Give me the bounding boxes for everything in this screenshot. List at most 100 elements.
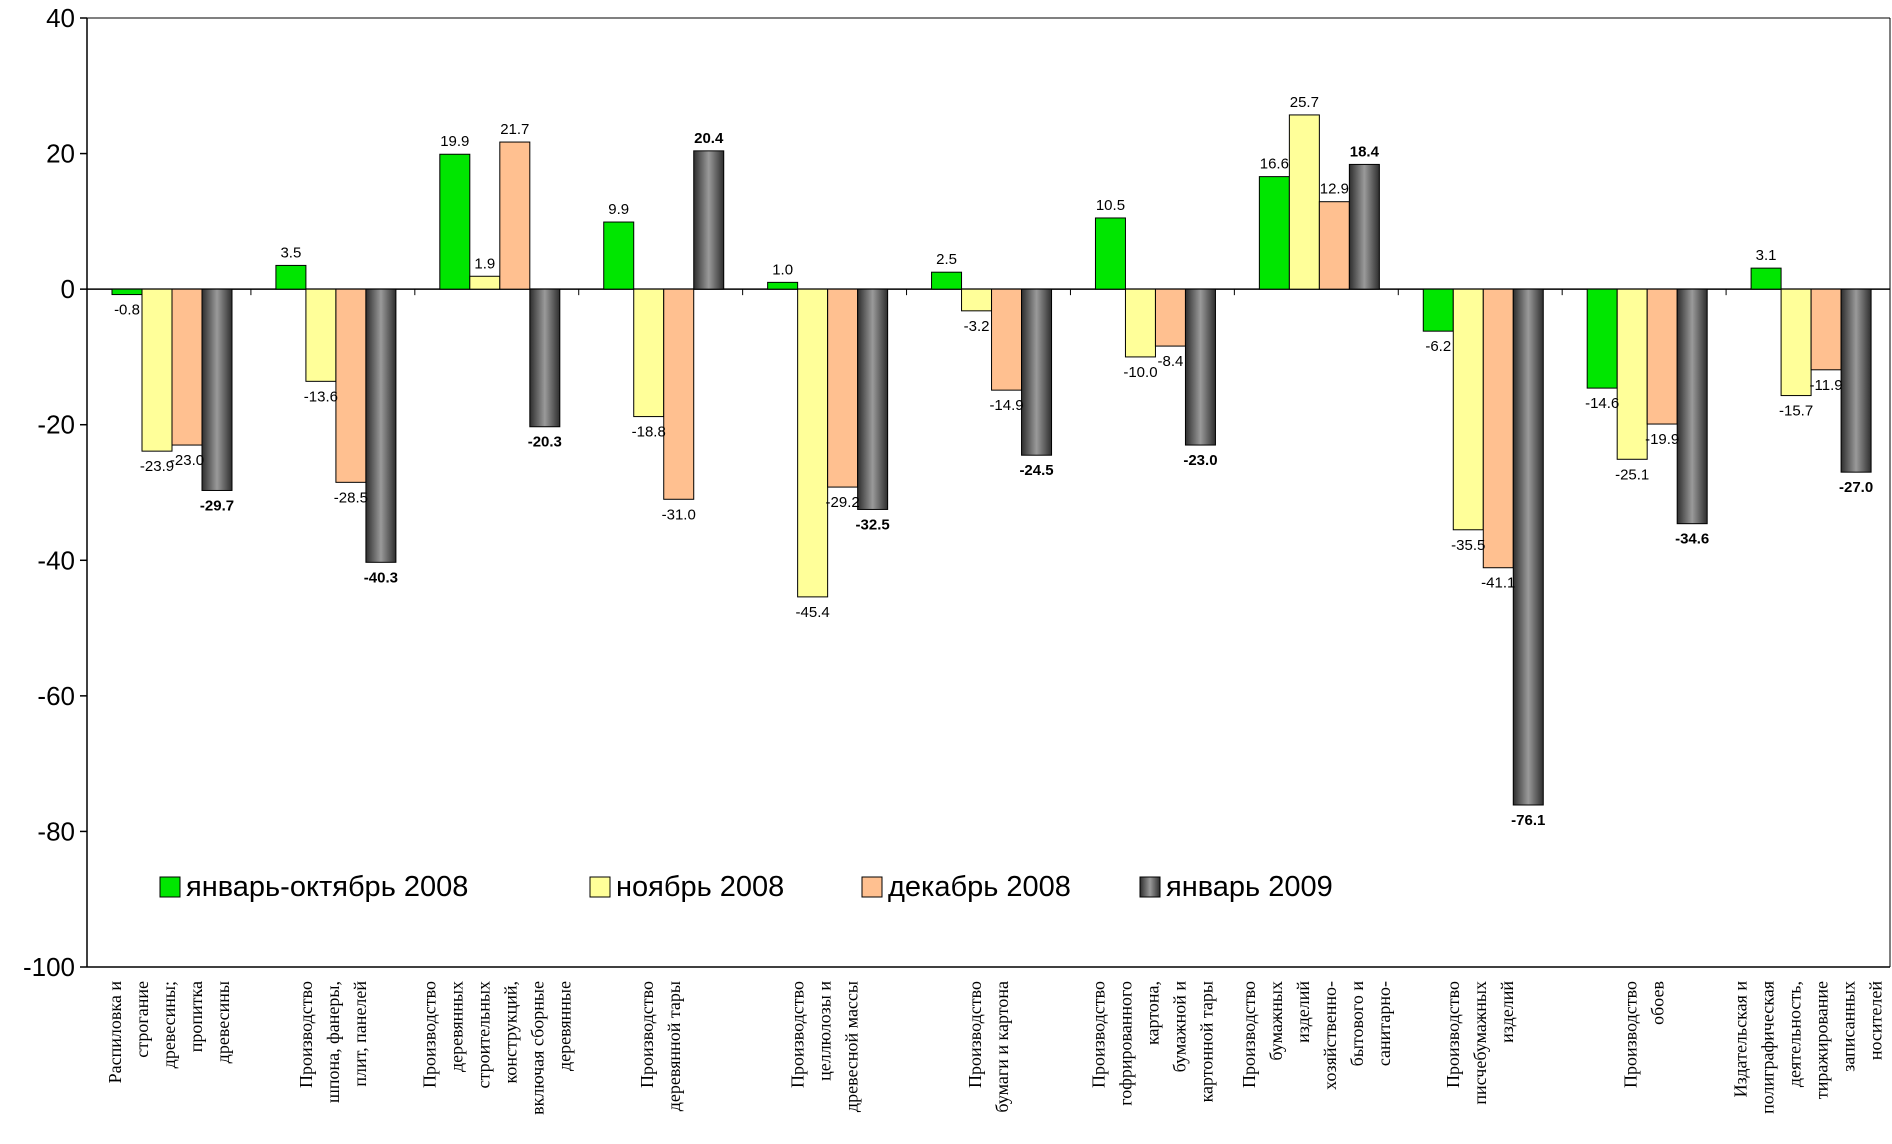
bar [961, 288, 993, 312]
y-tick-label: -40 [37, 545, 75, 575]
category-label: обоев [1648, 981, 1668, 1025]
legend-label: декабрь 2008 [888, 871, 1071, 903]
bar [1422, 288, 1454, 332]
bar [1676, 288, 1708, 525]
category-label: Производство [1443, 981, 1463, 1088]
data-label: 12.9 [1320, 181, 1349, 198]
bar [1810, 288, 1842, 371]
data-label: -8.4 [1158, 353, 1184, 370]
data-label: -23.0 [170, 452, 204, 469]
data-label: 10.5 [1096, 197, 1125, 214]
bar [633, 288, 665, 418]
category-label: хозяйственно- [1320, 981, 1340, 1090]
bar [499, 141, 531, 290]
bar [1258, 176, 1290, 290]
bar [1840, 288, 1872, 473]
bar [111, 288, 143, 296]
data-label: -23.0 [1183, 452, 1217, 469]
bar [1094, 217, 1126, 290]
bar [171, 288, 203, 446]
category-label: Распиловка и [105, 981, 125, 1084]
data-label: -34.6 [1675, 531, 1709, 548]
category-label: писчебумажных [1470, 981, 1490, 1105]
data-label: 18.4 [1350, 143, 1380, 160]
category-label: бумаги и картона [992, 981, 1012, 1113]
category-label: Издательская и [1731, 981, 1751, 1098]
data-label: 3.5 [280, 244, 301, 261]
data-label: -6.2 [1425, 338, 1451, 355]
category-label: деревянные [554, 981, 574, 1071]
data-label: -18.8 [632, 424, 666, 441]
category-label: бытового и [1347, 981, 1367, 1067]
bar [1750, 267, 1782, 290]
data-label: 3.1 [1756, 247, 1777, 264]
category-label: плит, панелей [350, 981, 370, 1087]
category-label: бумажных [1266, 981, 1286, 1061]
y-tick-label: -100 [23, 952, 75, 982]
category-label: тиражирование [1812, 981, 1832, 1099]
bar [201, 288, 233, 491]
data-label: -23.9 [140, 458, 174, 475]
data-label: 20.4 [694, 130, 724, 147]
data-label: 21.7 [500, 121, 529, 138]
data-label: -28.5 [334, 489, 368, 506]
data-label: -20.3 [528, 434, 562, 451]
data-label: -31.0 [662, 506, 696, 523]
y-tick-label: 20 [46, 139, 75, 169]
data-label: 2.5 [936, 251, 957, 268]
legend-label: январь 2009 [1166, 871, 1333, 903]
category-label: древесины; [159, 981, 179, 1068]
bar [365, 288, 397, 563]
category-label: конструкций, [500, 981, 520, 1083]
bar [439, 153, 471, 290]
data-label: -19.9 [1645, 431, 1679, 448]
data-label: -3.2 [964, 318, 990, 335]
data-label: -27.0 [1839, 479, 1873, 496]
category-label: Производство [1088, 981, 1108, 1088]
data-label: -24.5 [1019, 462, 1053, 479]
data-label: -0.8 [114, 302, 140, 319]
data-label: -11.9 [1810, 377, 1843, 394]
data-label: 1.9 [474, 255, 495, 272]
category-label: полиграфическая [1758, 981, 1778, 1114]
category-label: Производство [1621, 981, 1641, 1088]
data-label: 25.7 [1290, 94, 1319, 111]
category-label: носителей [1866, 981, 1886, 1061]
bar [141, 288, 173, 452]
data-label: -25.1 [1615, 466, 1649, 483]
category-label: деятельность, [1785, 981, 1805, 1087]
data-label: 9.9 [608, 201, 629, 218]
bar [827, 288, 859, 488]
bar [857, 288, 889, 510]
y-tick-label: 40 [46, 3, 75, 33]
category-label: бумажной и [1169, 981, 1189, 1073]
bar [991, 288, 1023, 391]
category-label: включая сборные [527, 981, 547, 1115]
data-label: -13.6 [304, 388, 338, 405]
bar [1154, 288, 1186, 347]
bar [1586, 288, 1618, 389]
data-label: -35.5 [1451, 537, 1485, 554]
data-label: 19.9 [440, 133, 469, 150]
bar [767, 281, 799, 290]
category-label: шпона, фанеры, [323, 981, 343, 1103]
category-label: Производство [1239, 981, 1259, 1088]
bar [305, 288, 337, 382]
legend-swatch [159, 876, 181, 898]
bar [1646, 288, 1678, 425]
category-label: записанных [1839, 981, 1859, 1072]
data-label: -45.4 [796, 604, 830, 621]
category-label: изделий [1497, 981, 1517, 1043]
data-label: -10.0 [1123, 364, 1157, 381]
data-label: 1.0 [772, 261, 793, 278]
legend-swatch [861, 876, 883, 898]
data-label: -41.1 [1481, 575, 1515, 592]
bar [1452, 288, 1484, 531]
bar [529, 288, 561, 428]
legend-swatch [589, 876, 611, 898]
category-label: строгание [132, 981, 152, 1058]
y-tick-label: 0 [61, 274, 75, 304]
category-label: Производство [637, 981, 657, 1088]
category-label: изделий [1293, 981, 1313, 1043]
